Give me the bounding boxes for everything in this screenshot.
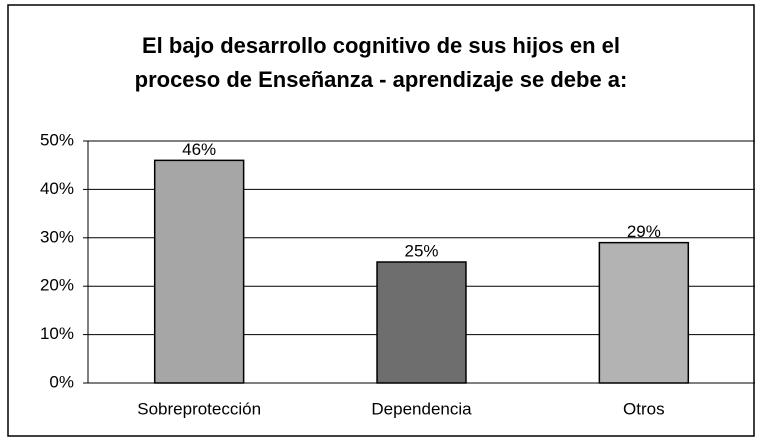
data-label: 25% [404, 241, 438, 260]
y-tick-label: 30% [40, 227, 74, 246]
chart-title: El bajo desarrollo cognitivo de sus hijo… [142, 33, 620, 58]
bar [376, 261, 467, 384]
y-tick-label: 10% [40, 324, 74, 343]
y-tick-label: 50% [40, 130, 74, 149]
bar [153, 159, 245, 384]
chart-title: proceso de Enseñanza - aprendizaje se de… [135, 67, 628, 92]
x-tick-label: Sobreprotección [137, 399, 261, 418]
x-tick-label: Otros [623, 399, 665, 418]
y-tick-label: 0% [49, 372, 74, 391]
x-tick-label: Dependencia [371, 399, 472, 418]
y-tick-label: 20% [40, 276, 74, 295]
bar [598, 241, 690, 384]
data-label: 29% [627, 222, 661, 241]
y-tick-label: 40% [40, 179, 74, 198]
data-label: 46% [182, 140, 216, 159]
